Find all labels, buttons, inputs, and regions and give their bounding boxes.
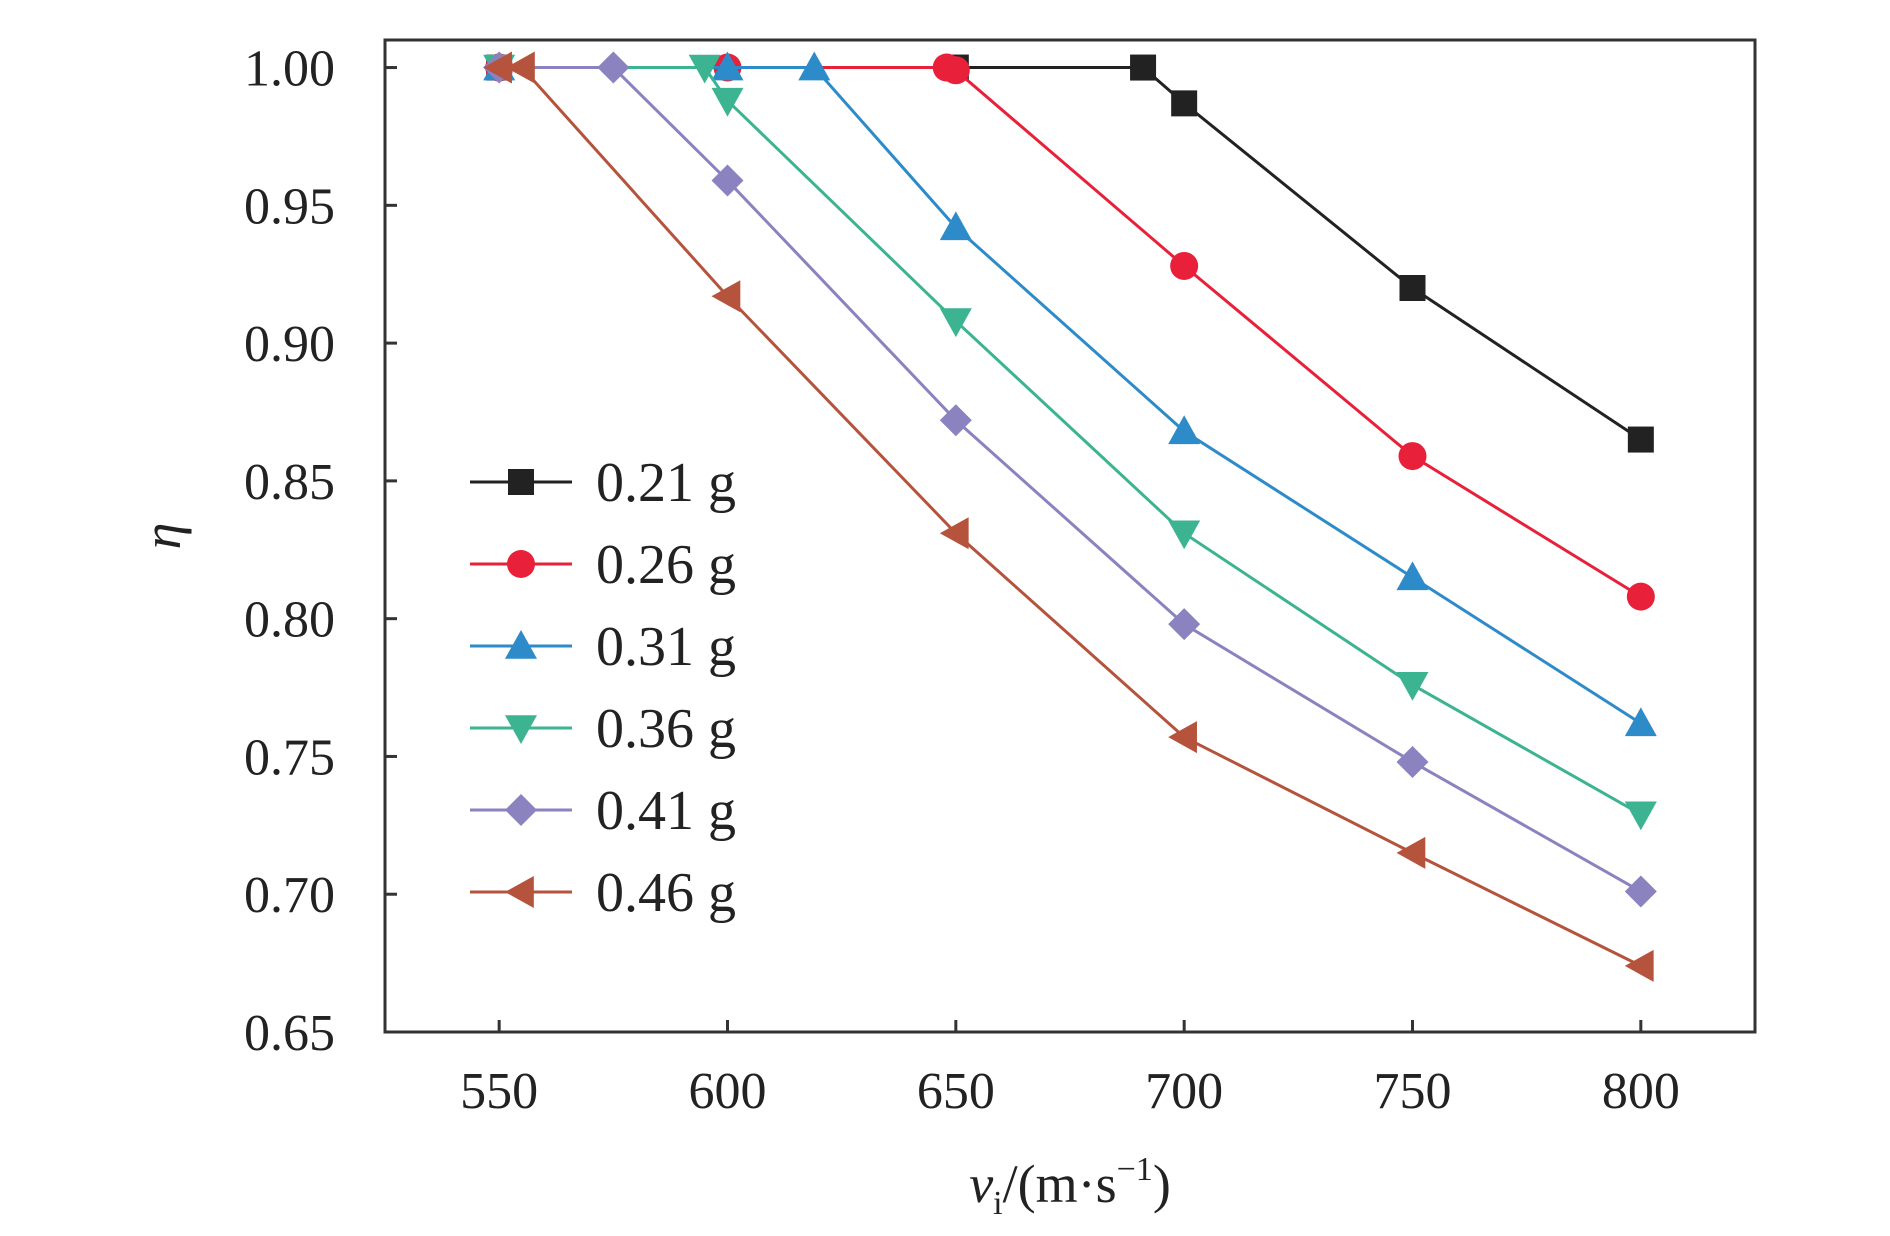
x-tick-label: 800 xyxy=(1602,1063,1680,1120)
data-point xyxy=(1170,251,1199,280)
legend: 0.21 g 0.26 g 0.31 g 0.36 g 0.41 g 0.46 g xyxy=(470,452,736,924)
x-tick-label: 700 xyxy=(1145,1063,1223,1120)
data-point xyxy=(1398,442,1427,471)
series-3 xyxy=(483,54,1657,831)
y-tick-label: 1.00 xyxy=(244,41,335,98)
series-5 xyxy=(483,51,1654,982)
legend-item: 0.36 g xyxy=(470,698,736,760)
data-point xyxy=(939,308,972,338)
data-point xyxy=(1396,836,1426,869)
data-point xyxy=(941,56,970,85)
data-point xyxy=(1626,582,1655,611)
data-point xyxy=(1130,54,1157,81)
data-point xyxy=(1624,949,1654,982)
x-tick-label: 550 xyxy=(460,1063,538,1120)
legend-marker xyxy=(505,715,537,744)
y-tick-label: 0.70 xyxy=(244,867,335,924)
legend-label: 0.46 g xyxy=(596,862,736,924)
data-point xyxy=(1624,707,1657,737)
legend-label: 0.21 g xyxy=(596,452,736,514)
legend-item: 0.31 g xyxy=(470,616,736,678)
legend-item: 0.46 g xyxy=(470,862,736,924)
data-point xyxy=(711,51,744,81)
data-point xyxy=(1168,520,1201,550)
data-point xyxy=(1627,426,1654,453)
y-tick-label: 0.95 xyxy=(244,178,335,235)
series-4 xyxy=(483,51,1657,908)
x-axis-title-unit: /(m·s xyxy=(1003,1154,1117,1214)
legend-item: 0.26 g xyxy=(470,534,736,596)
data-point xyxy=(1168,415,1201,445)
data-point xyxy=(1624,875,1657,908)
y-tick-label: 0.90 xyxy=(244,316,335,373)
legend-item: 0.21 g xyxy=(470,452,736,514)
data-point xyxy=(1171,90,1198,117)
legend-marker xyxy=(508,469,534,495)
data-point xyxy=(711,280,741,313)
legend-item: 0.41 g xyxy=(470,780,736,842)
x-axis-title-superscript: −1 xyxy=(1117,1151,1153,1188)
data-point xyxy=(939,404,972,437)
legend-marker xyxy=(507,550,535,578)
series-layer xyxy=(483,51,1657,982)
x-tick-label: 600 xyxy=(689,1063,767,1120)
x-axis-title-close: ) xyxy=(1153,1154,1171,1214)
x-axis-title-symbol: v xyxy=(969,1154,993,1214)
x-axis-title-subscript: i xyxy=(993,1185,1002,1222)
y-tick-label: 0.65 xyxy=(244,1005,335,1062)
data-point xyxy=(711,87,744,117)
data-point xyxy=(939,517,969,550)
data-point xyxy=(1168,721,1197,754)
axes: 550 600 650 700 750 800 0.65 0.70 0.75 0.80 0.85 0.… xyxy=(244,41,1680,1120)
data-point xyxy=(1396,561,1429,591)
data-point xyxy=(711,164,744,197)
x-tick-label: 650 xyxy=(917,1063,995,1120)
series-line xyxy=(499,66,1642,598)
plot-frame xyxy=(383,38,1757,1034)
legend-marker xyxy=(505,876,534,908)
legend-label: 0.31 g xyxy=(596,616,736,678)
y-axis-title: η xyxy=(132,523,192,550)
data-point xyxy=(506,51,535,84)
data-point xyxy=(939,211,972,241)
y-tick-label: 0.75 xyxy=(244,729,335,786)
data-point xyxy=(597,51,630,84)
x-tick-label: 750 xyxy=(1374,1063,1452,1120)
data-point xyxy=(1624,801,1657,831)
data-point xyxy=(798,51,831,81)
data-point xyxy=(483,51,512,84)
y-tick-label: 0.80 xyxy=(244,592,335,649)
legend-label: 0.41 g xyxy=(596,780,736,842)
x-axis-title: vi/(m·s−1) xyxy=(969,1151,1171,1222)
data-point xyxy=(1396,745,1429,778)
data-point xyxy=(1399,275,1426,301)
data-point xyxy=(688,54,721,84)
y-tick-label: 0.85 xyxy=(244,454,335,511)
data-point xyxy=(1396,672,1429,701)
legend-label: 0.36 g xyxy=(596,698,736,760)
legend-label: 0.26 g xyxy=(596,534,736,596)
data-point xyxy=(1168,608,1201,641)
legend-marker xyxy=(505,794,537,826)
legend-marker xyxy=(505,630,537,659)
